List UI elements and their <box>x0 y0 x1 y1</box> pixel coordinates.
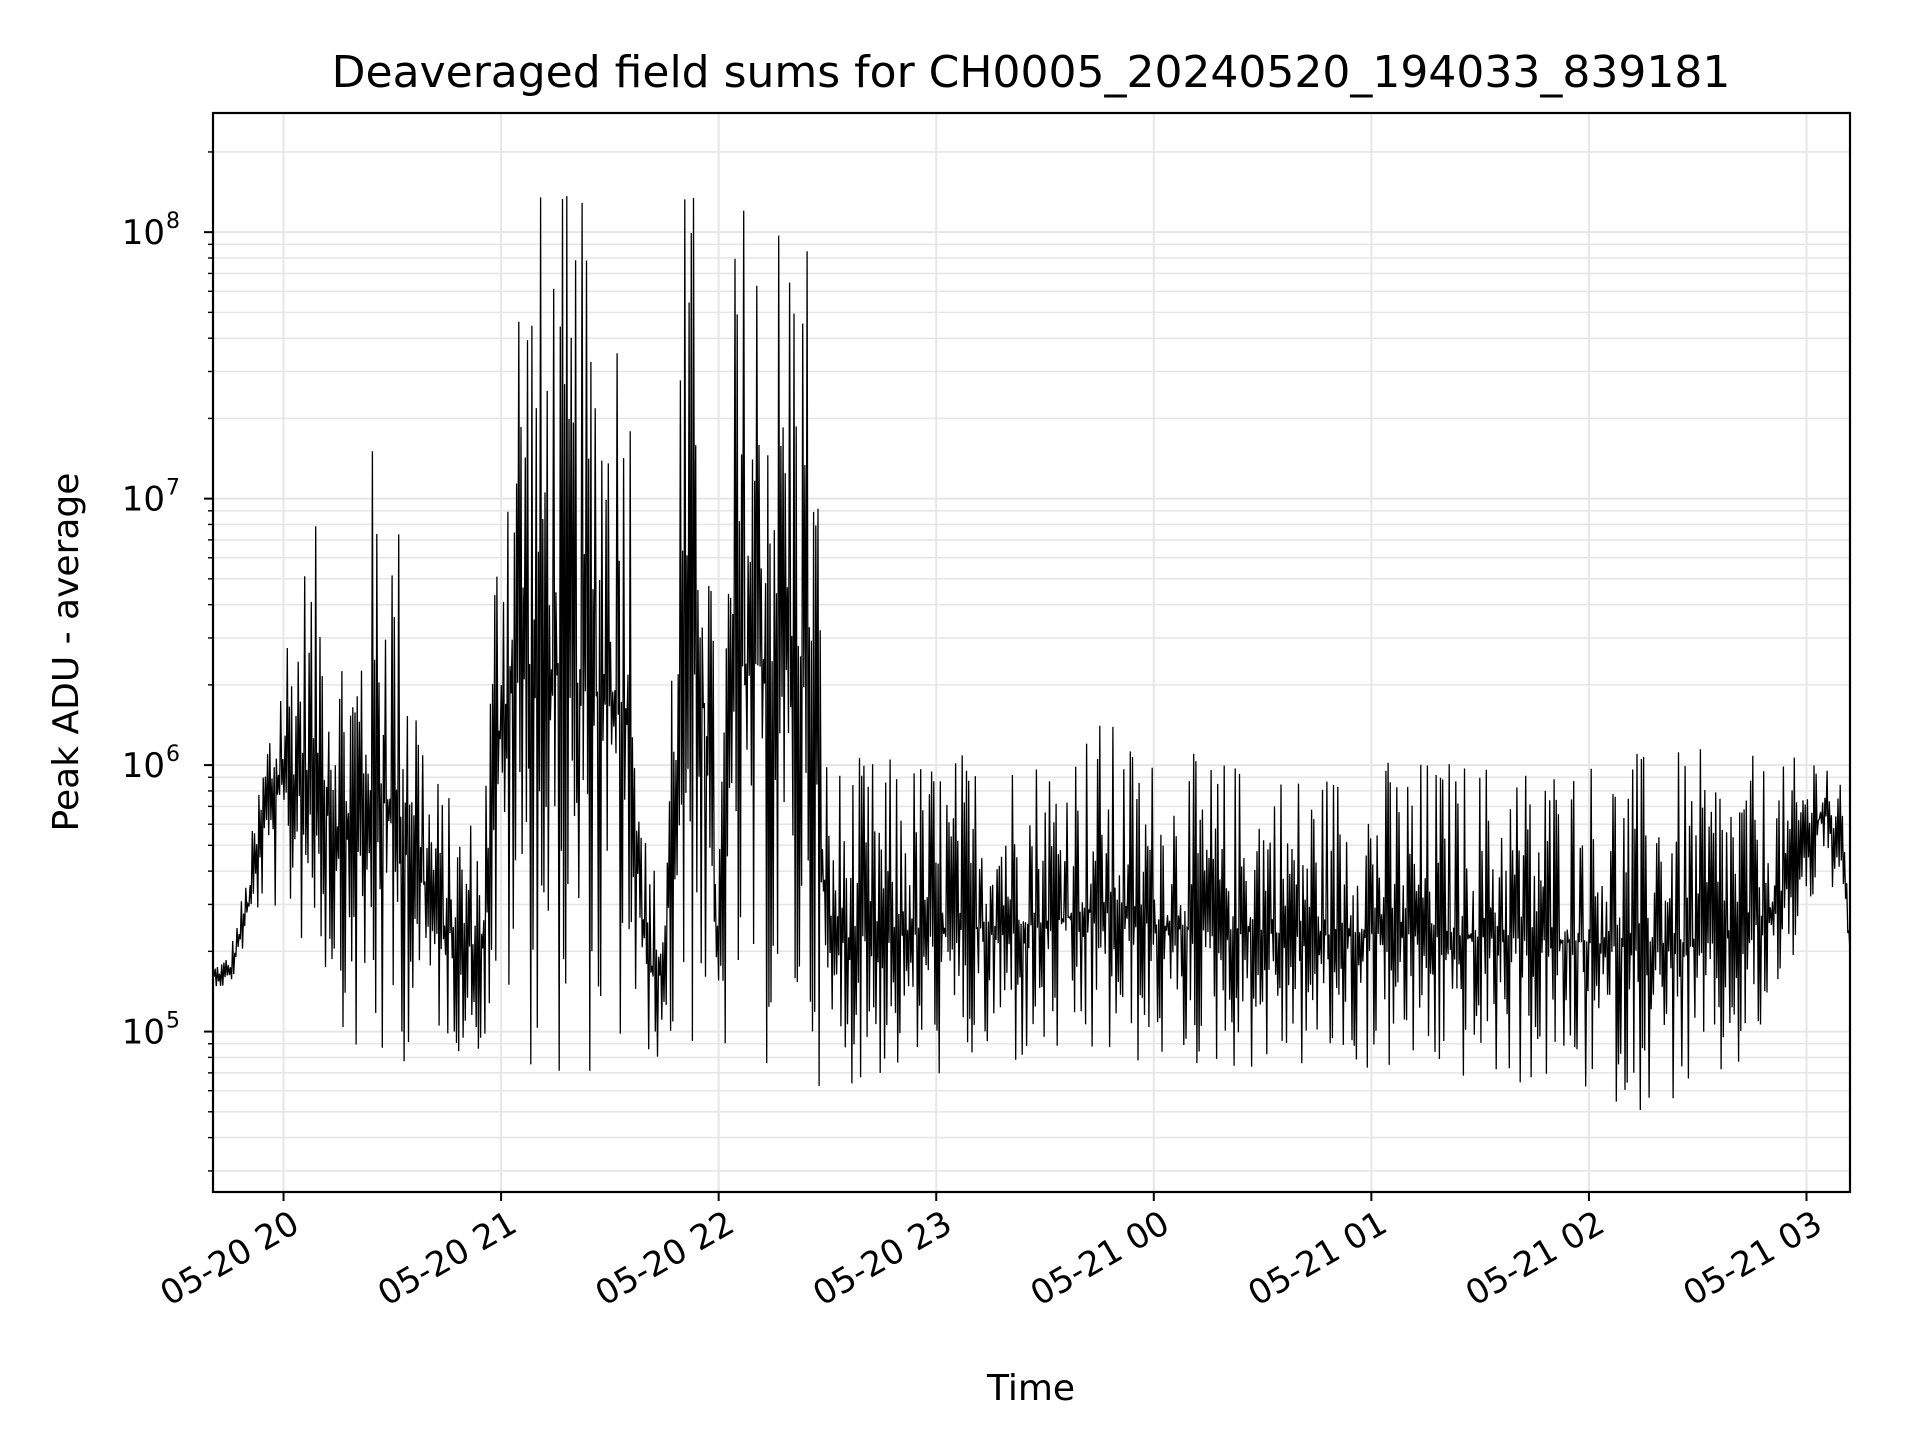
x-tick-label: 05-20 21 <box>371 1203 523 1314</box>
y-tick-exponent: 7 <box>166 476 180 501</box>
y-tick-exponent: 8 <box>166 209 180 234</box>
y-tick-exponent: 5 <box>166 1009 180 1034</box>
x-tick-label: 05-21 00 <box>1024 1203 1176 1314</box>
plot-area <box>211 111 1852 1194</box>
plot-frame <box>211 111 1852 1194</box>
y-tick-label: 10 <box>122 1013 165 1053</box>
x-axis-label: Time <box>986 1368 1075 1409</box>
x-axis-ticks: 05-20 20 05-20 21 05-20 22 05-20 23 05-21 00… <box>154 1192 1829 1314</box>
x-tick-label: 05-20 22 <box>589 1203 741 1314</box>
x-gridlines <box>282 113 1808 1192</box>
series-line-layer <box>212 196 1851 1111</box>
x-tick-label: 05-20 23 <box>806 1203 958 1314</box>
y-tick-label: 10 <box>122 213 165 253</box>
x-tick-label: 05-20 20 <box>154 1203 306 1314</box>
series-line <box>212 196 1851 1111</box>
y-axis-label: Peak ADU - average <box>46 473 87 832</box>
chart-title: Deaveraged field sums for CH0005_2024052… <box>332 47 1731 98</box>
y-tick-label: 10 <box>122 746 165 786</box>
x-tick-label: 05-21 02 <box>1459 1203 1611 1314</box>
y-tick-label: 10 <box>122 480 165 520</box>
x-tick-label: 05-21 03 <box>1677 1203 1829 1314</box>
x-tick-label: 05-21 01 <box>1241 1203 1393 1314</box>
y-tick-exponent: 6 <box>166 742 180 767</box>
